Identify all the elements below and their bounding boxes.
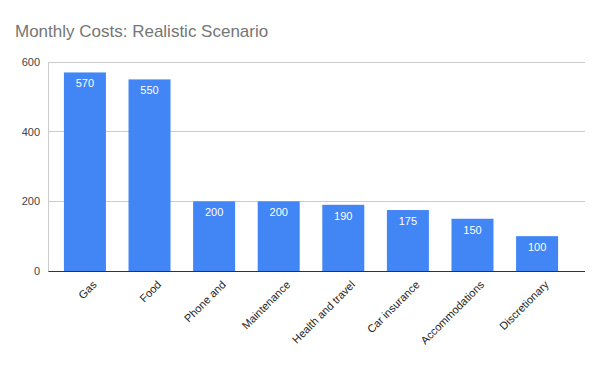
data-label: 175 [399, 215, 417, 227]
x-tick-label: Food [137, 278, 163, 304]
y-tick: 600 [22, 56, 48, 68]
x-tick: Gas [76, 271, 99, 301]
x-tick-label: Health and travel [290, 278, 357, 345]
title: Monthly Costs: Realistic Scenario [15, 22, 268, 41]
data-label: 550 [140, 84, 158, 96]
x-tick: Discretionary [497, 271, 551, 332]
x-tick-label: Car insurance [365, 278, 422, 335]
x-tick: Maintenance [239, 271, 292, 331]
bar [258, 201, 300, 271]
y-tick-label: 400 [22, 126, 40, 138]
x-tick: Accommodations [418, 271, 486, 346]
bar [387, 210, 429, 271]
x-tick-label: Gas [76, 278, 99, 301]
data-label: 150 [463, 224, 481, 236]
x-tick-label: Discretionary [497, 278, 551, 332]
bar [322, 205, 364, 271]
bar [451, 219, 493, 271]
x-axis: Gas Food Phone andMaintenanceHealth and tr… [52, 271, 572, 346]
chart: Monthly Costs: Realistic Scenario 0 200 400… [0, 0, 600, 371]
data-labels: 570 550 200 200 190 175 150 100 [76, 77, 547, 253]
x-tick: Car insurance [365, 271, 422, 335]
y-tick: 0 [34, 265, 48, 277]
data-label: 100 [528, 241, 546, 253]
x-axis-line [52, 271, 572, 272]
data-label: 200 [205, 206, 223, 218]
bar [129, 79, 171, 271]
x-tick-label: Accommodations [418, 278, 486, 346]
bar [193, 201, 235, 271]
x-tick-label: Maintenance [239, 278, 292, 331]
y-axis: 0 200 400 600 [22, 56, 49, 277]
grid-line [48, 62, 585, 63]
x-tick: Food [137, 271, 163, 305]
bars [64, 72, 558, 271]
data-label: 200 [270, 206, 288, 218]
data-label: 570 [76, 77, 94, 89]
x-tick-label: Phone and [182, 278, 228, 324]
background [0, 0, 600, 371]
grid [48, 62, 585, 271]
x-tick: Phone and [182, 271, 228, 324]
y-axis-line [48, 63, 49, 272]
y-tick: 200 [22, 195, 48, 207]
bar [64, 72, 106, 271]
x-tick: Health and travel [290, 271, 357, 346]
bar [516, 236, 558, 271]
y-tick-label: 600 [22, 56, 40, 68]
y-tick-label: 200 [22, 195, 40, 207]
y-tick-label: 0 [34, 265, 40, 277]
y-tick: 400 [22, 126, 48, 138]
data-label: 190 [334, 210, 352, 222]
